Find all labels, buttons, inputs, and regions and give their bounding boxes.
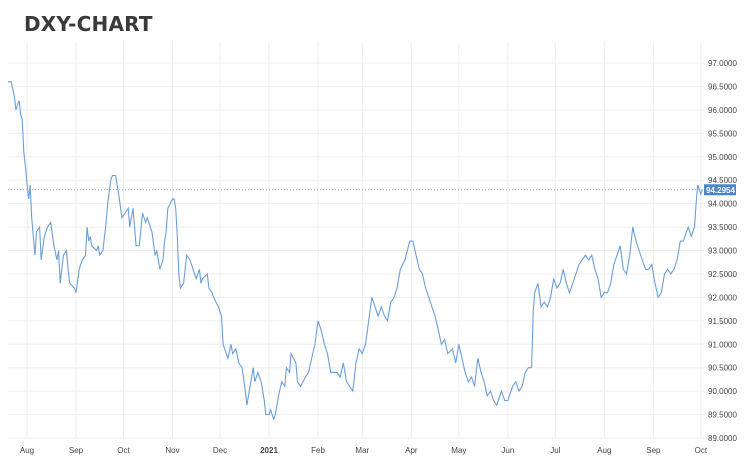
x-tick-label: Sep: [69, 446, 84, 455]
x-tick-label: Aug: [597, 446, 611, 455]
y-axis: 97.0000 96.5000 96.0000 95.5000 95.0000 94.50…: [708, 59, 737, 443]
y-tick-label: 92.0000: [708, 293, 737, 302]
y-tick-label: 91.5000: [708, 317, 737, 326]
y-tick-label: 89.0000: [708, 434, 737, 443]
y-tick-label: 93.5000: [708, 223, 737, 232]
x-tick-label: Mar: [355, 446, 369, 455]
x-axis: Aug Sep Oct Nov Dec 2021 Feb Mar Apr May Jun Jul Aug…: [20, 446, 708, 455]
y-tick-label: 93.0000: [708, 247, 737, 256]
y-tick-label: 95.0000: [708, 153, 737, 162]
last-value-badge: [704, 184, 736, 196]
page-title: DXY-CHART: [24, 12, 153, 36]
x-tick-label: Sep: [646, 446, 661, 455]
x-tick-label: Oct: [695, 446, 708, 455]
x-tick-label: Apr: [405, 446, 418, 455]
y-tick-label: 89.5000: [708, 411, 737, 420]
x-tick-label: Jun: [501, 446, 514, 455]
x-tick-label: Jul: [550, 446, 560, 455]
x-tick-label: Feb: [311, 446, 325, 455]
y-tick-label: 91.0000: [708, 340, 737, 349]
last-value-label: 94.2954: [706, 186, 735, 195]
dxy-series-line[interactable]: [8, 81, 703, 421]
x-tick-label: Nov: [165, 446, 179, 455]
series-layer: [8, 81, 703, 421]
y-tick-label: 97.0000: [708, 59, 737, 68]
y-tick-label: 95.5000: [708, 129, 737, 138]
x-tick-label: Aug: [20, 446, 34, 455]
last-value-marker: 94.2954: [8, 184, 736, 196]
y-tick-label: 92.5000: [708, 270, 737, 279]
x-tick-label: Oct: [117, 446, 130, 455]
y-tick-label: 90.0000: [708, 387, 737, 396]
y-tick-label: 96.0000: [708, 106, 737, 115]
grid-layer: [8, 42, 704, 439]
x-tick-label: May: [451, 446, 466, 455]
x-tick-label: 2021: [260, 446, 278, 455]
y-tick-label: 94.0000: [708, 200, 737, 209]
x-tick-label: Dec: [213, 446, 227, 455]
y-tick-label: 96.5000: [708, 82, 737, 91]
y-tick-label: 90.5000: [708, 364, 737, 373]
y-tick-label: 94.5000: [708, 176, 737, 185]
